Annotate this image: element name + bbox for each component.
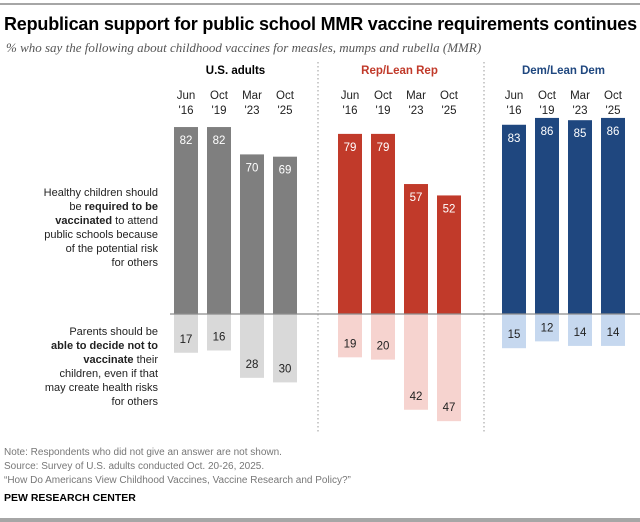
group-label: Dem/Lean Dem — [522, 65, 605, 77]
data-label-not-required: 47 — [443, 402, 456, 414]
data-label-not-required: 30 — [279, 363, 292, 375]
row-label-line: vaccinated to attend — [55, 215, 158, 227]
category-label-year: '25 — [278, 105, 293, 117]
row-label-line: children, even if that — [59, 368, 158, 380]
data-label-required: 86 — [607, 126, 620, 138]
row-label-line: vaccinate their — [83, 354, 158, 366]
bar-required — [174, 127, 198, 314]
bar-required — [502, 124, 526, 314]
data-label-not-required: 28 — [246, 359, 259, 371]
bottom-rule — [0, 518, 640, 522]
category-label-month: Oct — [374, 90, 393, 102]
data-label-not-required: 17 — [180, 334, 193, 346]
category-label-year: '23 — [409, 105, 424, 117]
bar-required — [535, 117, 559, 314]
data-label-not-required: 14 — [607, 327, 620, 339]
chart-title: Republican support for public school MMR… — [4, 14, 640, 34]
category-label-month: Jun — [177, 90, 196, 102]
bar-not-required — [174, 314, 198, 353]
data-label-required: 86 — [541, 126, 554, 138]
bar-not-required — [207, 314, 231, 351]
category-label-year: '16 — [343, 105, 358, 117]
top-rule — [0, 3, 640, 5]
data-label-required: 69 — [279, 165, 292, 177]
category-label-month: Oct — [210, 90, 229, 102]
row-label-line: for others — [111, 257, 158, 269]
row-label-required: Healthy children should be required to be… — [0, 186, 158, 270]
data-label-not-required: 14 — [574, 327, 587, 339]
category-label-year: '23 — [573, 105, 588, 117]
category-label-year: '16 — [507, 105, 522, 117]
data-label-required: 82 — [213, 135, 226, 147]
bar-required — [240, 154, 264, 314]
row-label-not-required: Parents should be able to decide not to va… — [0, 325, 158, 409]
report-title: “How Do Americans View Childhood Vaccine… — [4, 475, 351, 486]
bar-not-required — [371, 314, 395, 360]
row-label-line: be required to be — [69, 201, 158, 213]
category-label-month: Mar — [570, 90, 590, 102]
category-label-year: '25 — [606, 105, 621, 117]
bar-not-required — [273, 314, 297, 383]
bar-not-required — [437, 314, 461, 422]
category-label-year: '16 — [179, 105, 194, 117]
bar-required — [338, 133, 362, 314]
category-label-month: Mar — [242, 90, 262, 102]
bar-not-required — [502, 314, 526, 349]
row-label-line: Healthy children should — [43, 187, 158, 199]
data-label-required: 70 — [246, 162, 259, 174]
category-label-month: Jun — [341, 90, 360, 102]
bar-not-required — [535, 314, 559, 342]
row-label-line: Parents should be — [69, 326, 158, 338]
category-label-year: '19 — [540, 105, 555, 117]
data-label-not-required: 42 — [410, 391, 423, 403]
data-label-not-required: 16 — [213, 331, 226, 343]
data-label-required: 79 — [344, 142, 357, 154]
row-label-line: of the potential risk — [65, 243, 158, 255]
group-label: U.S. adults — [206, 65, 265, 77]
row-label-line: for others — [111, 396, 158, 408]
category-label-year: '25 — [442, 105, 457, 117]
category-label-month: Oct — [276, 90, 295, 102]
row-label-line: able to decide not to — [51, 340, 158, 352]
bar-not-required — [338, 314, 362, 358]
category-label-year: '23 — [245, 105, 260, 117]
source: Source: Survey of U.S. adults conducted … — [4, 461, 265, 472]
chart-subtitle: % who say the following about childhood … — [6, 40, 482, 55]
category-label-month: Oct — [440, 90, 459, 102]
category-label-year: '19 — [212, 105, 227, 117]
group-label: Rep/Lean Rep — [361, 65, 438, 77]
data-label-required: 83 — [508, 133, 521, 145]
bar-not-required — [240, 314, 264, 378]
bar-required — [437, 195, 461, 314]
category-label-month: Jun — [505, 90, 524, 102]
category-label-year: '19 — [376, 105, 391, 117]
data-label-required: 85 — [574, 128, 587, 140]
data-label-not-required: 19 — [344, 338, 357, 350]
data-label-required: 57 — [410, 192, 423, 204]
note: Note: Respondents who did not give an an… — [4, 447, 282, 458]
data-label-required: 79 — [377, 142, 390, 154]
data-label-not-required: 12 — [541, 322, 554, 334]
bar-required — [568, 120, 592, 314]
bar-required — [207, 127, 231, 314]
bar-not-required — [601, 314, 625, 346]
category-label-month: Oct — [538, 90, 557, 102]
bar-required — [601, 117, 625, 314]
category-label-month: Mar — [406, 90, 426, 102]
row-label-line: may create health risks — [44, 382, 158, 394]
data-label-required: 82 — [180, 135, 193, 147]
category-label-month: Oct — [604, 90, 623, 102]
bar-not-required — [568, 314, 592, 346]
bar-not-required — [404, 314, 428, 410]
bar-required — [371, 133, 395, 314]
data-label-required: 52 — [443, 203, 456, 215]
data-label-not-required: 20 — [377, 341, 390, 353]
brand-logo-text: PEW RESEARCH CENTER — [4, 492, 136, 504]
row-label-line: public schools because — [44, 229, 158, 241]
bar-required — [404, 184, 428, 314]
data-label-not-required: 15 — [508, 329, 521, 341]
bar-required — [273, 156, 297, 314]
